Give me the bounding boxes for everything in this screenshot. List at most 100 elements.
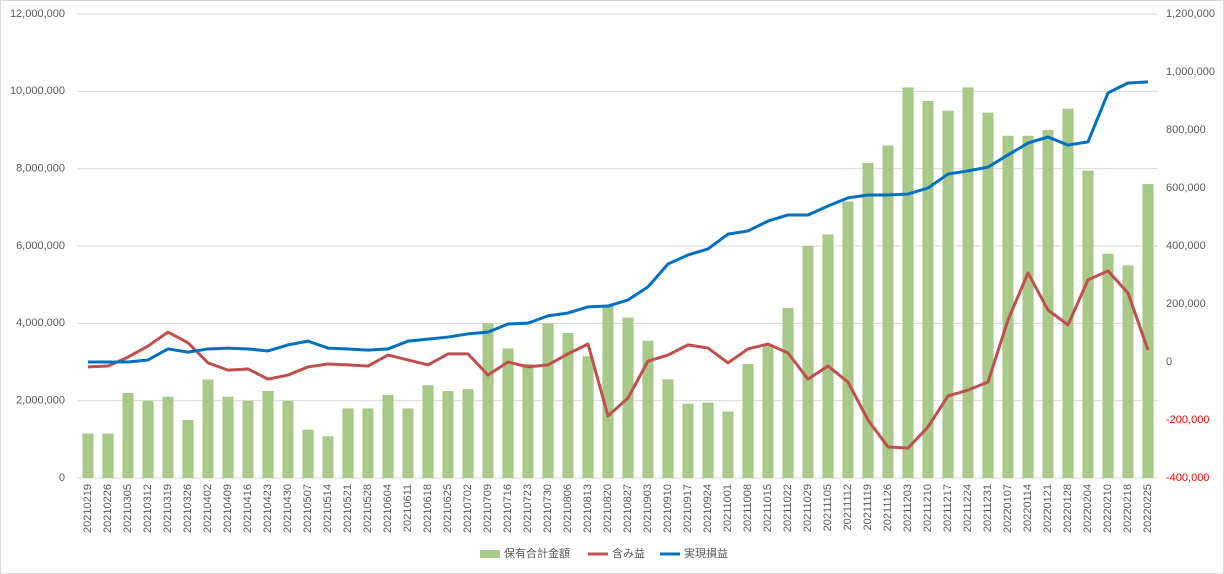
y-tick-label: 4,000,000 <box>16 317 65 329</box>
x-tick-label: 20220218 <box>1122 484 1134 533</box>
bar <box>422 385 434 478</box>
bar <box>682 403 694 478</box>
x-tick-label: 20211224 <box>962 484 974 532</box>
bar <box>382 394 394 478</box>
legend-label: 実現損益 <box>684 546 728 560</box>
bar <box>782 307 794 478</box>
x-tick-label: 20220114 <box>1022 484 1034 532</box>
x-tick-label: 20211126 <box>882 484 894 531</box>
x-tick-label: 20220210 <box>1102 484 1114 533</box>
x-tick-label: 20210521 <box>342 484 354 533</box>
y2-tick-label: 800,000 <box>1166 124 1206 136</box>
bar <box>562 333 574 478</box>
bar <box>802 246 814 478</box>
bar <box>862 162 874 478</box>
x-tick-label: 20210604 <box>382 484 394 533</box>
x-tick-label: 20210430 <box>282 484 294 533</box>
legend-label: 保有合計金額 <box>504 546 570 560</box>
x-tick-label: 20210827 <box>622 484 634 533</box>
x-tick-label: 20210507 <box>302 484 314 533</box>
x-tick-label: 20210416 <box>242 484 254 533</box>
line <box>87 269 1150 450</box>
bar <box>262 391 274 478</box>
bar <box>222 396 234 478</box>
bar <box>402 408 414 478</box>
bar <box>922 101 934 478</box>
x-tick-label: 20210402 <box>202 484 214 533</box>
x-tick-label: 20210226 <box>102 484 114 533</box>
y2-tick-label: 200,000 <box>1166 298 1206 310</box>
x-tick-label: 20210917 <box>682 484 694 533</box>
x-tick-label: 20210618 <box>422 484 434 533</box>
x-tick-label: 20210910 <box>662 484 674 533</box>
bar <box>1102 253 1114 478</box>
bar <box>142 400 154 478</box>
bar <box>762 344 774 478</box>
bar <box>722 411 734 478</box>
bar <box>242 400 254 478</box>
x-tick-label: 20220225 <box>1142 484 1154 533</box>
y-tick-label: 10,000,000 <box>10 85 65 97</box>
bar <box>602 305 614 478</box>
y-tick-label: 8,000,000 <box>16 163 65 175</box>
bar <box>1122 265 1134 478</box>
x-tick-label: 20210716 <box>502 484 514 533</box>
y2-tick-label: 1,200,000 <box>1166 8 1215 20</box>
bar <box>1002 135 1014 479</box>
bar <box>582 356 594 478</box>
y2-tick-label: 0 <box>1166 356 1172 368</box>
x-tick-label: 20220128 <box>1062 484 1074 533</box>
x-tick-label: 20211001 <box>722 484 734 532</box>
x-tick-label: 20211210 <box>922 484 934 532</box>
bar <box>702 402 714 478</box>
bar <box>442 391 454 478</box>
bar <box>1022 135 1034 479</box>
legend-swatch <box>480 550 500 558</box>
bar <box>482 323 494 478</box>
x-tick-label: 20220204 <box>1082 484 1094 533</box>
bar <box>822 234 834 478</box>
bar <box>322 436 334 478</box>
bar <box>122 392 134 478</box>
bar <box>882 145 894 478</box>
x-tick-label: 20210528 <box>362 484 374 533</box>
bar <box>102 433 114 478</box>
y-tick-label: 6,000,000 <box>16 240 65 252</box>
bar <box>202 379 214 478</box>
y2-tick-label: 600,000 <box>1166 182 1206 194</box>
x-tick-label: 20211022 <box>782 484 794 532</box>
x-tick-label: 20210611 <box>402 484 414 532</box>
x-tick-label: 20211119 <box>862 484 874 531</box>
bar <box>82 433 94 478</box>
bar <box>742 363 754 478</box>
x-tick-label: 20210326 <box>182 484 194 533</box>
bar <box>342 408 354 478</box>
y2-tick-label: -200,000 <box>1166 414 1209 426</box>
x-tick-label: 20211231 <box>982 484 994 532</box>
y-tick-label: 0 <box>59 472 65 484</box>
x-tick-label: 20211015 <box>762 484 774 532</box>
bar <box>1082 170 1094 478</box>
x-tick-label: 20210806 <box>562 484 574 533</box>
x-tick-label: 20210625 <box>442 484 454 533</box>
y-tick-label: 12,000,000 <box>10 8 65 20</box>
x-tick-label: 20210813 <box>582 484 594 533</box>
x-tick-label: 20210514 <box>322 484 334 533</box>
bar <box>542 323 554 478</box>
x-tick-label: 20210312 <box>142 484 154 533</box>
x-tick-label: 20210730 <box>542 484 554 533</box>
x-tick-label: 20210903 <box>642 484 654 533</box>
bar <box>162 396 174 478</box>
x-tick-label: 20210702 <box>462 484 474 533</box>
y-tick-label: 2,000,000 <box>16 395 65 407</box>
x-tick-label: 20210423 <box>262 484 274 533</box>
x-tick-label: 20220121 <box>1042 484 1054 533</box>
x-tick-label: 20210723 <box>522 484 534 533</box>
bar <box>302 429 314 478</box>
legend-label: 含み益 <box>612 546 645 560</box>
bar <box>502 348 514 478</box>
x-tick-label: 20210305 <box>122 484 134 533</box>
bar <box>462 389 474 478</box>
x-tick-label: 20211105 <box>822 484 834 531</box>
line <box>88 80 1149 364</box>
